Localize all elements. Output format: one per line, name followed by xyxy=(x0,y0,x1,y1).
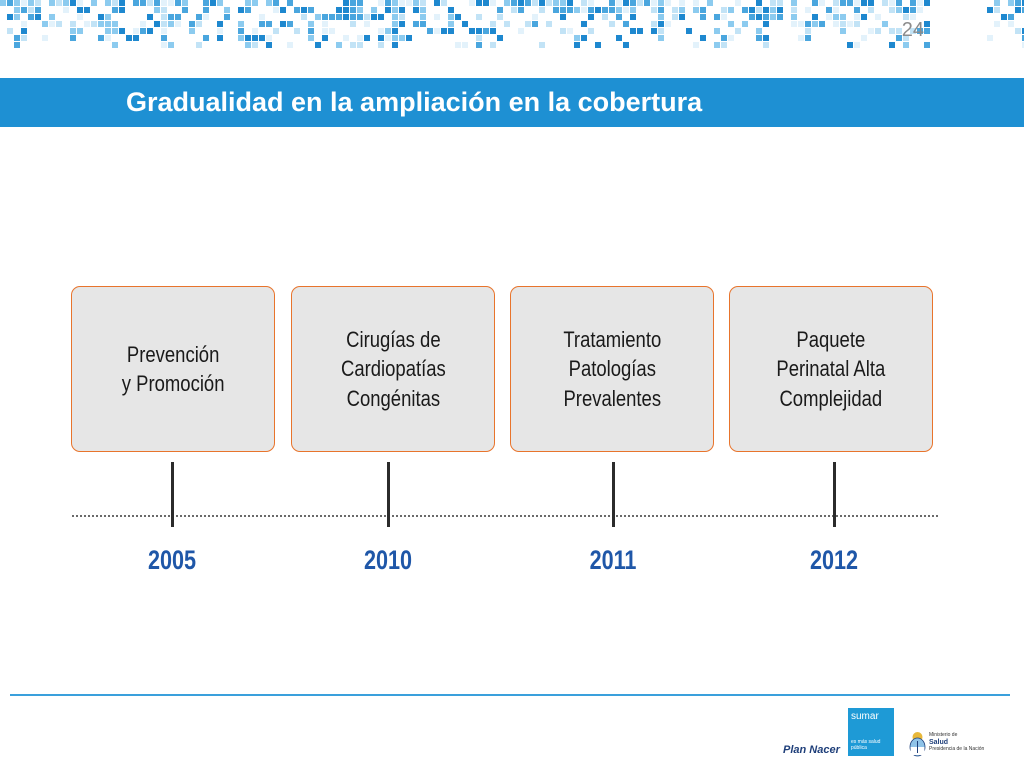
timeline-year-2005: 2005 xyxy=(147,545,197,575)
timeline-tick-2005 xyxy=(171,462,174,527)
timeline-dotted-line xyxy=(72,515,938,517)
timeline-year-2011: 2011 xyxy=(589,545,637,575)
slide-title: Gradualidad en la ampliación en la cober… xyxy=(126,87,703,117)
argentina-seal-icon xyxy=(909,732,926,757)
timeline-box-label: Paquete Perinatal Alta Complejidad xyxy=(776,327,886,411)
timeline-year-2012: 2012 xyxy=(809,545,859,575)
timeline-tick-2010 xyxy=(387,462,390,527)
ministerio-line3: Presidencia de la Nación xyxy=(929,746,985,752)
title-bar: Gradualidad en la ampliación en la cober… xyxy=(0,78,1024,127)
timeline-year-2010: 2010 xyxy=(363,545,413,575)
timeline-box-label: Cirugías de Cardiopatías Congénitas xyxy=(340,327,446,411)
footer-divider xyxy=(10,694,1010,696)
sumar-logo: sumar es más salud pública xyxy=(848,708,894,756)
header-pixel-pattern xyxy=(0,0,1024,48)
plan-nacer-logo: Plan Nacer xyxy=(783,744,840,756)
timeline-box-prevencion: Prevención y Promoción xyxy=(71,286,275,452)
timeline-box-tratamiento: Tratamiento Patologías Prevalentes xyxy=(510,286,714,452)
slide-number: 24 xyxy=(901,19,924,41)
timeline-box-label: Prevención y Promoción xyxy=(121,341,225,396)
timeline-box-paquete: Paquete Perinatal Alta Complejidad xyxy=(729,286,933,452)
ministerio-line1: Ministerio de xyxy=(929,732,958,738)
timeline-box-cirugias: Cirugías de Cardiopatías Congénitas xyxy=(291,286,495,452)
ministerio-line2: Salud xyxy=(929,739,949,746)
ministerio-salud-logo: Ministerio de Salud Presidencia de la Na… xyxy=(929,732,984,753)
sumar-logo-title: sumar xyxy=(851,711,879,722)
timeline-box-label: Tratamiento Patologías Prevalentes xyxy=(563,327,661,411)
timeline-tick-2012 xyxy=(833,462,836,527)
sumar-logo-subtitle: es más salud pública xyxy=(851,739,881,751)
timeline-tick-2011 xyxy=(612,462,615,527)
